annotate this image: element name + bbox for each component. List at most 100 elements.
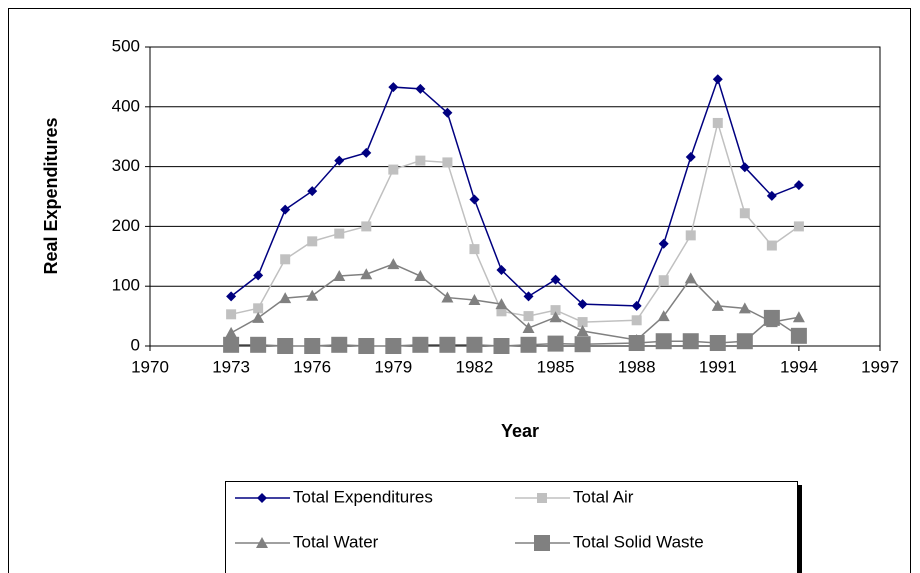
point — [523, 311, 534, 322]
point — [792, 311, 805, 323]
point — [550, 305, 561, 316]
point — [628, 335, 645, 352]
x-tick-label: 1991 — [699, 357, 737, 376]
point — [493, 338, 510, 354]
point — [358, 338, 375, 354]
point — [253, 270, 264, 281]
point — [495, 298, 508, 310]
point — [226, 291, 237, 302]
point — [334, 228, 345, 239]
point — [712, 117, 723, 128]
point — [685, 230, 696, 241]
point — [469, 244, 480, 255]
x-tick-label: 1988 — [618, 357, 656, 376]
point — [520, 336, 537, 353]
point — [252, 311, 265, 323]
point — [577, 317, 588, 328]
point — [441, 291, 454, 303]
legend-label: Total Air — [573, 487, 634, 506]
legend-label: Total Expenditures — [293, 487, 433, 506]
point — [225, 326, 238, 338]
point — [468, 293, 481, 305]
point — [766, 240, 777, 251]
series-line — [230, 263, 800, 341]
point — [415, 155, 426, 166]
series-line — [230, 76, 800, 307]
legend-box — [225, 481, 798, 573]
point — [415, 83, 426, 94]
point — [333, 270, 346, 282]
point — [414, 270, 427, 282]
x-tick-label: 1973 — [212, 357, 250, 376]
point — [360, 268, 373, 280]
y-tick-label: 500 — [112, 36, 140, 55]
chart-frame — [8, 8, 911, 573]
point — [496, 306, 507, 317]
point — [793, 180, 804, 191]
y-axis-label: Real Expenditures — [41, 117, 61, 274]
point — [766, 190, 777, 201]
point — [334, 155, 345, 166]
legend-marker — [534, 535, 550, 551]
point — [790, 327, 807, 344]
point — [576, 325, 589, 337]
point — [685, 152, 696, 163]
point — [466, 336, 483, 353]
point — [412, 336, 429, 353]
x-tick-label: 1985 — [537, 357, 575, 376]
point — [331, 336, 348, 353]
point — [226, 309, 237, 320]
point — [738, 302, 751, 314]
point — [739, 208, 750, 219]
point — [574, 336, 591, 353]
x-axis-label: Year — [501, 421, 539, 441]
x-tick-label: 1994 — [780, 357, 818, 376]
point — [736, 333, 753, 350]
point — [442, 107, 453, 118]
point — [522, 322, 535, 334]
point — [253, 303, 264, 314]
legend-label: Total Water — [293, 532, 379, 551]
point — [387, 258, 400, 270]
x-tick-label: 1979 — [374, 357, 412, 376]
legend-marker — [537, 493, 547, 503]
point — [439, 336, 456, 353]
point — [711, 299, 724, 311]
point — [631, 300, 642, 311]
point — [523, 291, 534, 302]
point — [547, 335, 564, 352]
legend-label: Total Solid Waste — [573, 532, 704, 551]
y-tick-label: 100 — [112, 276, 140, 295]
point — [385, 338, 402, 354]
point — [577, 299, 588, 310]
point — [388, 164, 399, 175]
point — [793, 221, 804, 232]
point — [682, 333, 699, 350]
x-tick-label: 1982 — [456, 357, 494, 376]
y-tick-label: 300 — [112, 156, 140, 175]
point — [657, 310, 670, 322]
point — [631, 315, 642, 326]
y-tick-label: 200 — [112, 216, 140, 235]
point — [549, 311, 562, 323]
x-tick-label: 1976 — [293, 357, 331, 376]
x-tick-label: 1970 — [131, 357, 169, 376]
y-tick-label: 400 — [112, 96, 140, 115]
point — [712, 74, 723, 85]
legend-marker — [257, 493, 267, 503]
point — [655, 333, 672, 350]
legend-marker — [256, 537, 268, 548]
point — [280, 254, 291, 265]
point — [307, 186, 318, 197]
point — [304, 338, 321, 354]
point — [361, 147, 372, 158]
point — [469, 194, 480, 205]
point — [277, 338, 294, 354]
point — [306, 289, 319, 301]
x-tick-label: 1997 — [861, 357, 899, 376]
point — [223, 336, 240, 353]
point — [280, 204, 291, 215]
point — [684, 272, 697, 284]
point — [763, 309, 780, 326]
